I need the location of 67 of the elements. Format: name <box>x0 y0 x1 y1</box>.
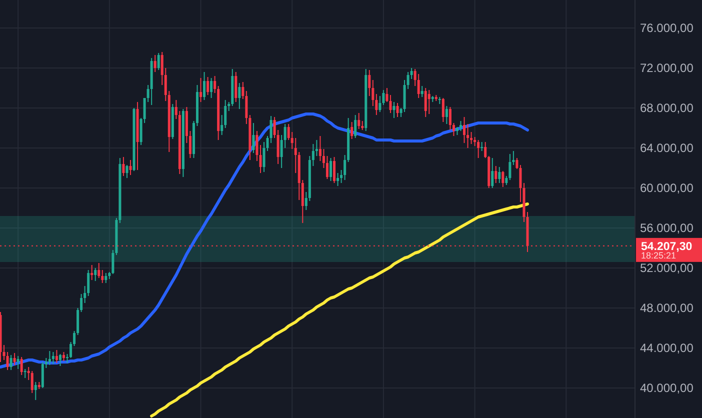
candlestick <box>16 356 20 370</box>
candlestick <box>122 156 125 176</box>
candlestick <box>424 88 427 118</box>
candlestick <box>203 72 206 100</box>
candlestick <box>210 78 213 98</box>
candlestick <box>358 112 360 130</box>
candlestick <box>140 118 142 146</box>
y-tick-label: 60.000,00 <box>640 181 694 196</box>
candlestick <box>41 362 44 388</box>
candlestick <box>238 82 241 110</box>
candlestick <box>498 166 501 184</box>
candlestick <box>48 350 51 366</box>
candlestick <box>491 158 494 188</box>
candlestick <box>329 158 332 182</box>
candlestick <box>368 70 371 96</box>
candlestick <box>58 354 62 366</box>
candlestick <box>428 90 430 114</box>
candlestick <box>13 352 16 366</box>
candlestick <box>30 370 34 394</box>
candlestick <box>98 262 100 278</box>
text: 18:25:21 <box>641 250 676 261</box>
candlestick <box>157 52 160 70</box>
candlestick <box>199 78 202 102</box>
candlestick <box>350 122 354 140</box>
candlestick <box>333 156 336 184</box>
candlestick <box>34 382 37 400</box>
candlestick <box>206 76 210 96</box>
candlestick <box>315 140 318 156</box>
candlestick <box>336 172 340 186</box>
y-tick-label: 64.000,00 <box>640 141 694 156</box>
y-tick-label: 52.000,00 <box>640 261 694 276</box>
candlestick <box>234 72 238 102</box>
candlestick <box>55 350 58 364</box>
y-tick-label: 76.000,00 <box>640 21 694 36</box>
y-tick-label: 40.000,00 <box>640 381 694 396</box>
ref-line-label: 54.207,30 <box>641 240 692 253</box>
candlestick <box>494 166 498 184</box>
candlestick <box>252 122 255 154</box>
y-tick-label: 56.000,00 <box>640 221 694 236</box>
candlestick <box>52 352 54 364</box>
y-tick-label: 48.000,00 <box>640 301 694 316</box>
line-series <box>150 202 529 418</box>
candlestick <box>354 114 357 138</box>
candlestick <box>502 170 504 188</box>
candlestick <box>396 102 399 118</box>
candlestick <box>126 164 128 178</box>
candlestick <box>326 156 329 180</box>
candlestick <box>154 54 156 72</box>
candlestick <box>442 98 444 122</box>
candlestick <box>94 268 97 282</box>
y-tick-label: 44.000,00 <box>640 341 694 356</box>
candlestick <box>10 354 12 370</box>
candlestick <box>459 120 462 132</box>
candlestick <box>20 356 23 376</box>
candlestick <box>90 264 94 280</box>
candlestick <box>445 106 448 124</box>
candlestick <box>104 272 108 284</box>
candlestick <box>378 96 382 112</box>
candlestick <box>6 352 9 370</box>
candlestick <box>129 160 132 176</box>
candlestick <box>392 102 396 118</box>
candlestick <box>417 74 420 98</box>
candlestick <box>462 116 466 144</box>
y-tick-label: 72.000,00 <box>640 61 694 76</box>
y-tick-label: 68.000,00 <box>640 101 694 116</box>
candlestick <box>477 140 480 158</box>
candlestick <box>420 86 424 98</box>
